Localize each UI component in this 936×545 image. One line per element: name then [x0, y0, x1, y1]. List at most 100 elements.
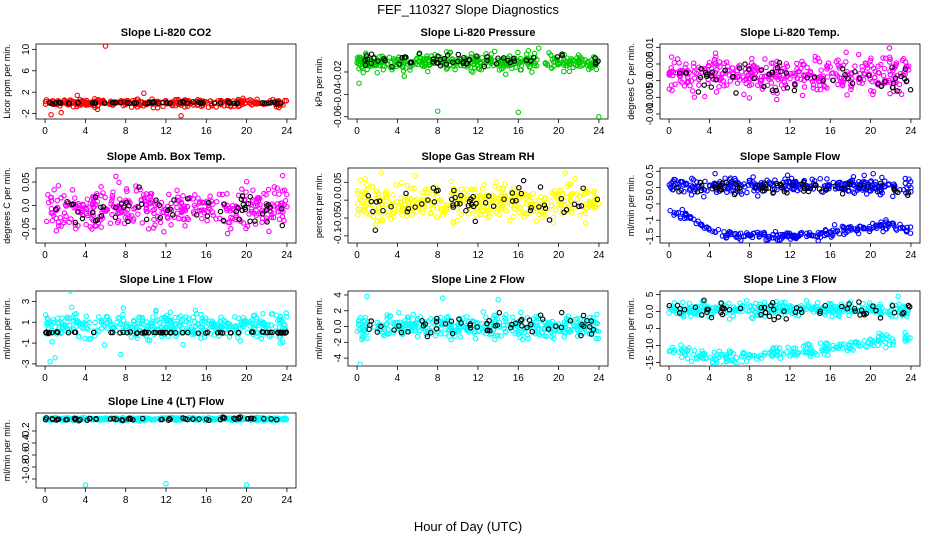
data-point	[813, 182, 819, 188]
panel-title: Slope Line 2 Flow	[432, 274, 525, 286]
data-point	[706, 365, 711, 366]
data-point	[133, 330, 140, 336]
data-point	[845, 75, 851, 82]
data-point	[898, 73, 904, 80]
data-point	[133, 188, 140, 194]
data-point	[728, 349, 734, 355]
data-point	[428, 329, 434, 336]
data-point	[835, 62, 841, 69]
data-point	[377, 217, 383, 223]
x-tick-label: 4	[395, 126, 401, 137]
data-point	[798, 302, 804, 309]
data-point	[433, 319, 440, 325]
y-tick-label: -0.2	[21, 422, 32, 440]
data-point	[266, 416, 273, 422]
x-tick-label: 12	[160, 126, 172, 137]
data-point	[809, 305, 816, 311]
data-point	[242, 100, 248, 107]
data-point	[814, 86, 820, 93]
data-point	[835, 57, 841, 63]
data-point	[887, 90, 893, 97]
data-point	[688, 192, 695, 198]
data-point	[671, 307, 677, 314]
data-point	[165, 322, 171, 329]
data-point	[54, 315, 61, 321]
data-point	[519, 323, 525, 329]
data-point	[713, 360, 720, 366]
x-tick-label: 20	[553, 250, 565, 261]
data-point	[730, 313, 736, 319]
data-point	[770, 232, 776, 238]
data-point	[770, 190, 776, 196]
data-point	[588, 331, 595, 337]
data-point	[120, 322, 126, 328]
data-point	[89, 210, 96, 216]
data-point	[249, 320, 255, 327]
data-point	[822, 302, 828, 309]
data-point	[901, 225, 907, 232]
data-point	[227, 326, 233, 333]
x-tick-label: 4	[707, 373, 713, 384]
data-point	[142, 100, 148, 107]
data-point	[153, 199, 159, 205]
data-point	[167, 329, 174, 336]
data-point	[203, 330, 209, 336]
data-point	[776, 237, 783, 243]
series-black	[674, 179, 911, 199]
data-point	[712, 170, 718, 177]
data-point	[68, 304, 75, 311]
data-point	[449, 56, 455, 63]
series-magenta	[43, 172, 290, 237]
data-point	[461, 197, 468, 203]
data-point	[726, 316, 733, 322]
data-point	[674, 302, 681, 309]
data-point	[746, 82, 753, 89]
data-point	[730, 73, 736, 80]
data-point	[758, 80, 764, 87]
data-point	[218, 314, 224, 320]
data-point	[226, 219, 233, 226]
data-point	[53, 206, 59, 213]
data-point	[360, 327, 367, 333]
data-point	[153, 197, 159, 203]
data-point	[84, 206, 90, 213]
data-point	[876, 70, 882, 76]
data-point	[238, 196, 245, 203]
data-point	[704, 306, 710, 313]
data-point	[496, 310, 503, 316]
data-point	[378, 323, 384, 330]
data-point	[451, 187, 457, 194]
data-point	[100, 204, 107, 210]
data-point	[403, 213, 410, 219]
data-point	[528, 58, 534, 64]
data-point	[368, 60, 375, 67]
data-point	[278, 330, 285, 336]
data-point	[438, 198, 445, 205]
data-point	[53, 228, 60, 234]
data-point	[221, 317, 227, 324]
data-point	[868, 178, 874, 184]
data-point	[79, 215, 86, 222]
data-point	[441, 55, 448, 62]
data-point	[742, 66, 749, 72]
data-point	[880, 72, 887, 79]
data-point	[668, 65, 674, 71]
y-axis-label: degrees C per min.	[626, 43, 636, 120]
data-point	[492, 336, 498, 343]
data-point	[376, 198, 383, 204]
data-point	[127, 329, 134, 335]
data-point	[61, 219, 67, 226]
data-point	[550, 214, 557, 221]
data-point	[702, 93, 708, 100]
y-tick-label: 10	[21, 43, 32, 55]
data-point	[894, 88, 900, 94]
data-point	[458, 320, 464, 326]
data-point	[86, 336, 92, 342]
data-point	[698, 66, 704, 72]
data-point	[708, 73, 715, 79]
data-point	[716, 83, 722, 90]
data-point	[748, 304, 754, 310]
data-point	[570, 57, 576, 63]
data-point	[412, 173, 418, 179]
data-point	[756, 234, 762, 240]
